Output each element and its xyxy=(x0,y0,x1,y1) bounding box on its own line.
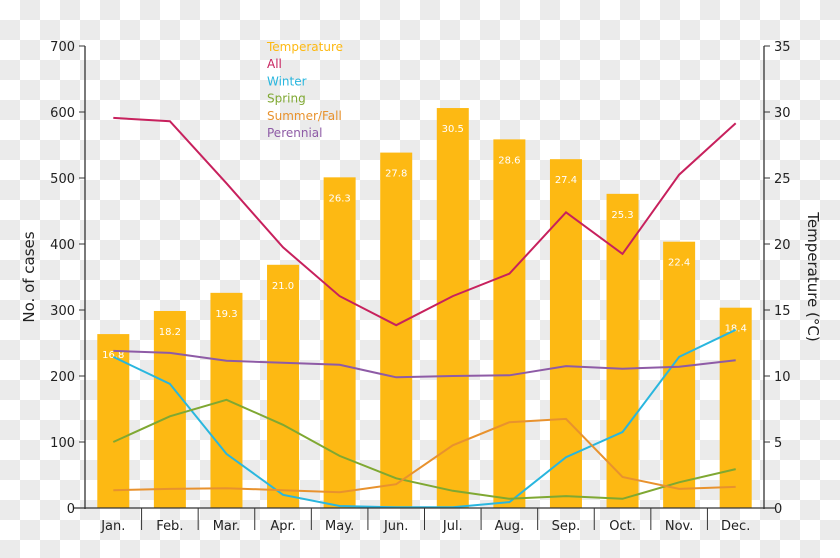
y-tick-label-left: 600 xyxy=(50,106,75,121)
legend-entry: Temperature xyxy=(266,40,343,54)
temperature-bar xyxy=(549,159,582,508)
x-tick-label: Aug. xyxy=(495,519,525,534)
y-tick-label-right: 25 xyxy=(774,172,791,187)
x-tick-label: Jan. xyxy=(100,519,125,534)
bar-data-label: 25.3 xyxy=(611,210,633,221)
temperature-bar xyxy=(267,264,300,508)
temperature-bar xyxy=(493,139,526,508)
y-axis-label-right: Temperature (°C) xyxy=(804,211,822,341)
temperature-bar xyxy=(323,177,356,508)
series-line-perennial xyxy=(113,349,736,379)
y-tick-label-right: 20 xyxy=(774,238,791,253)
x-tick-label: May. xyxy=(325,519,354,534)
series-line-spring xyxy=(112,398,736,500)
bar-data-label: 22.4 xyxy=(668,258,690,269)
y-axis-label-left: No. of cases xyxy=(20,231,38,322)
y-tick-label-left: 500 xyxy=(50,172,75,187)
bar-data-label: 19.3 xyxy=(215,309,237,320)
y-tick-label-right: 10 xyxy=(774,370,791,385)
legend: Temperature All Winter Spring Summer/Fall Per… xyxy=(266,40,343,140)
y-tick-label-left: 300 xyxy=(50,304,75,319)
axes: 0 100 200 300 400 500 600 700 0 5 10 15 20 25 30 35 Jan.… xyxy=(50,40,790,534)
y-tick-label-left: 200 xyxy=(50,370,75,385)
x-tick-label: Apr. xyxy=(270,519,295,534)
temperature-bars: 16.8 18.2 19.3 21.0 26.3 27.8 30.5 28.6 27.4 25.3… xyxy=(97,108,752,508)
y-tick-label-left: 100 xyxy=(50,436,75,451)
x-tick-label: Oct. xyxy=(609,519,636,534)
bar-data-label: 28.6 xyxy=(498,155,520,166)
legend-entry: Summer/Fall xyxy=(267,109,342,123)
bar-data-label: 18.4 xyxy=(725,324,747,335)
temperature-bar xyxy=(663,241,696,508)
x-tick-label: Dec. xyxy=(721,519,750,534)
y-tick-label-right: 35 xyxy=(774,40,791,55)
series-line-winter xyxy=(112,328,737,509)
bar-data-label: 27.4 xyxy=(555,175,577,186)
x-tick-label: Jul. xyxy=(442,519,463,534)
bar-data-label: 18.2 xyxy=(159,327,181,338)
y-tick-label-left: 0 xyxy=(67,502,75,517)
temperature-bar xyxy=(719,307,752,508)
series-line-summer-fall xyxy=(113,417,736,494)
y-tick-label-left: 700 xyxy=(50,40,75,55)
y-tick-label-right: 30 xyxy=(774,106,791,121)
temperature-bar xyxy=(153,310,186,508)
bar-data-label: 26.3 xyxy=(328,193,350,204)
legend-entry: Perennial xyxy=(267,126,322,140)
x-tick-label: Jun. xyxy=(383,519,408,534)
x-tick-label: Feb. xyxy=(156,519,183,534)
y-tick-label-right: 15 xyxy=(774,304,791,319)
legend-entry: All xyxy=(267,57,282,71)
x-tick-label: Nov. xyxy=(665,519,694,534)
legend-entry: Winter xyxy=(267,74,307,88)
y-tick-label-left: 400 xyxy=(50,238,75,253)
series-lines xyxy=(112,116,737,509)
x-tick-label: Mar. xyxy=(213,519,240,534)
bar-data-label: 27.8 xyxy=(385,169,407,180)
y-tick-label-right: 0 xyxy=(774,502,782,517)
bar-data-label: 30.5 xyxy=(442,124,464,135)
temperature-bar xyxy=(606,193,639,508)
bar-data-label: 16.8 xyxy=(102,350,124,361)
temperature-bar xyxy=(436,108,469,508)
y-tick-label-right: 5 xyxy=(774,436,782,451)
bar-data-label: 21.0 xyxy=(272,281,294,292)
temperature-bar xyxy=(380,152,413,508)
legend-entry: Spring xyxy=(267,92,306,106)
x-tick-label: Sep. xyxy=(552,519,581,534)
series-line-all xyxy=(113,116,737,327)
